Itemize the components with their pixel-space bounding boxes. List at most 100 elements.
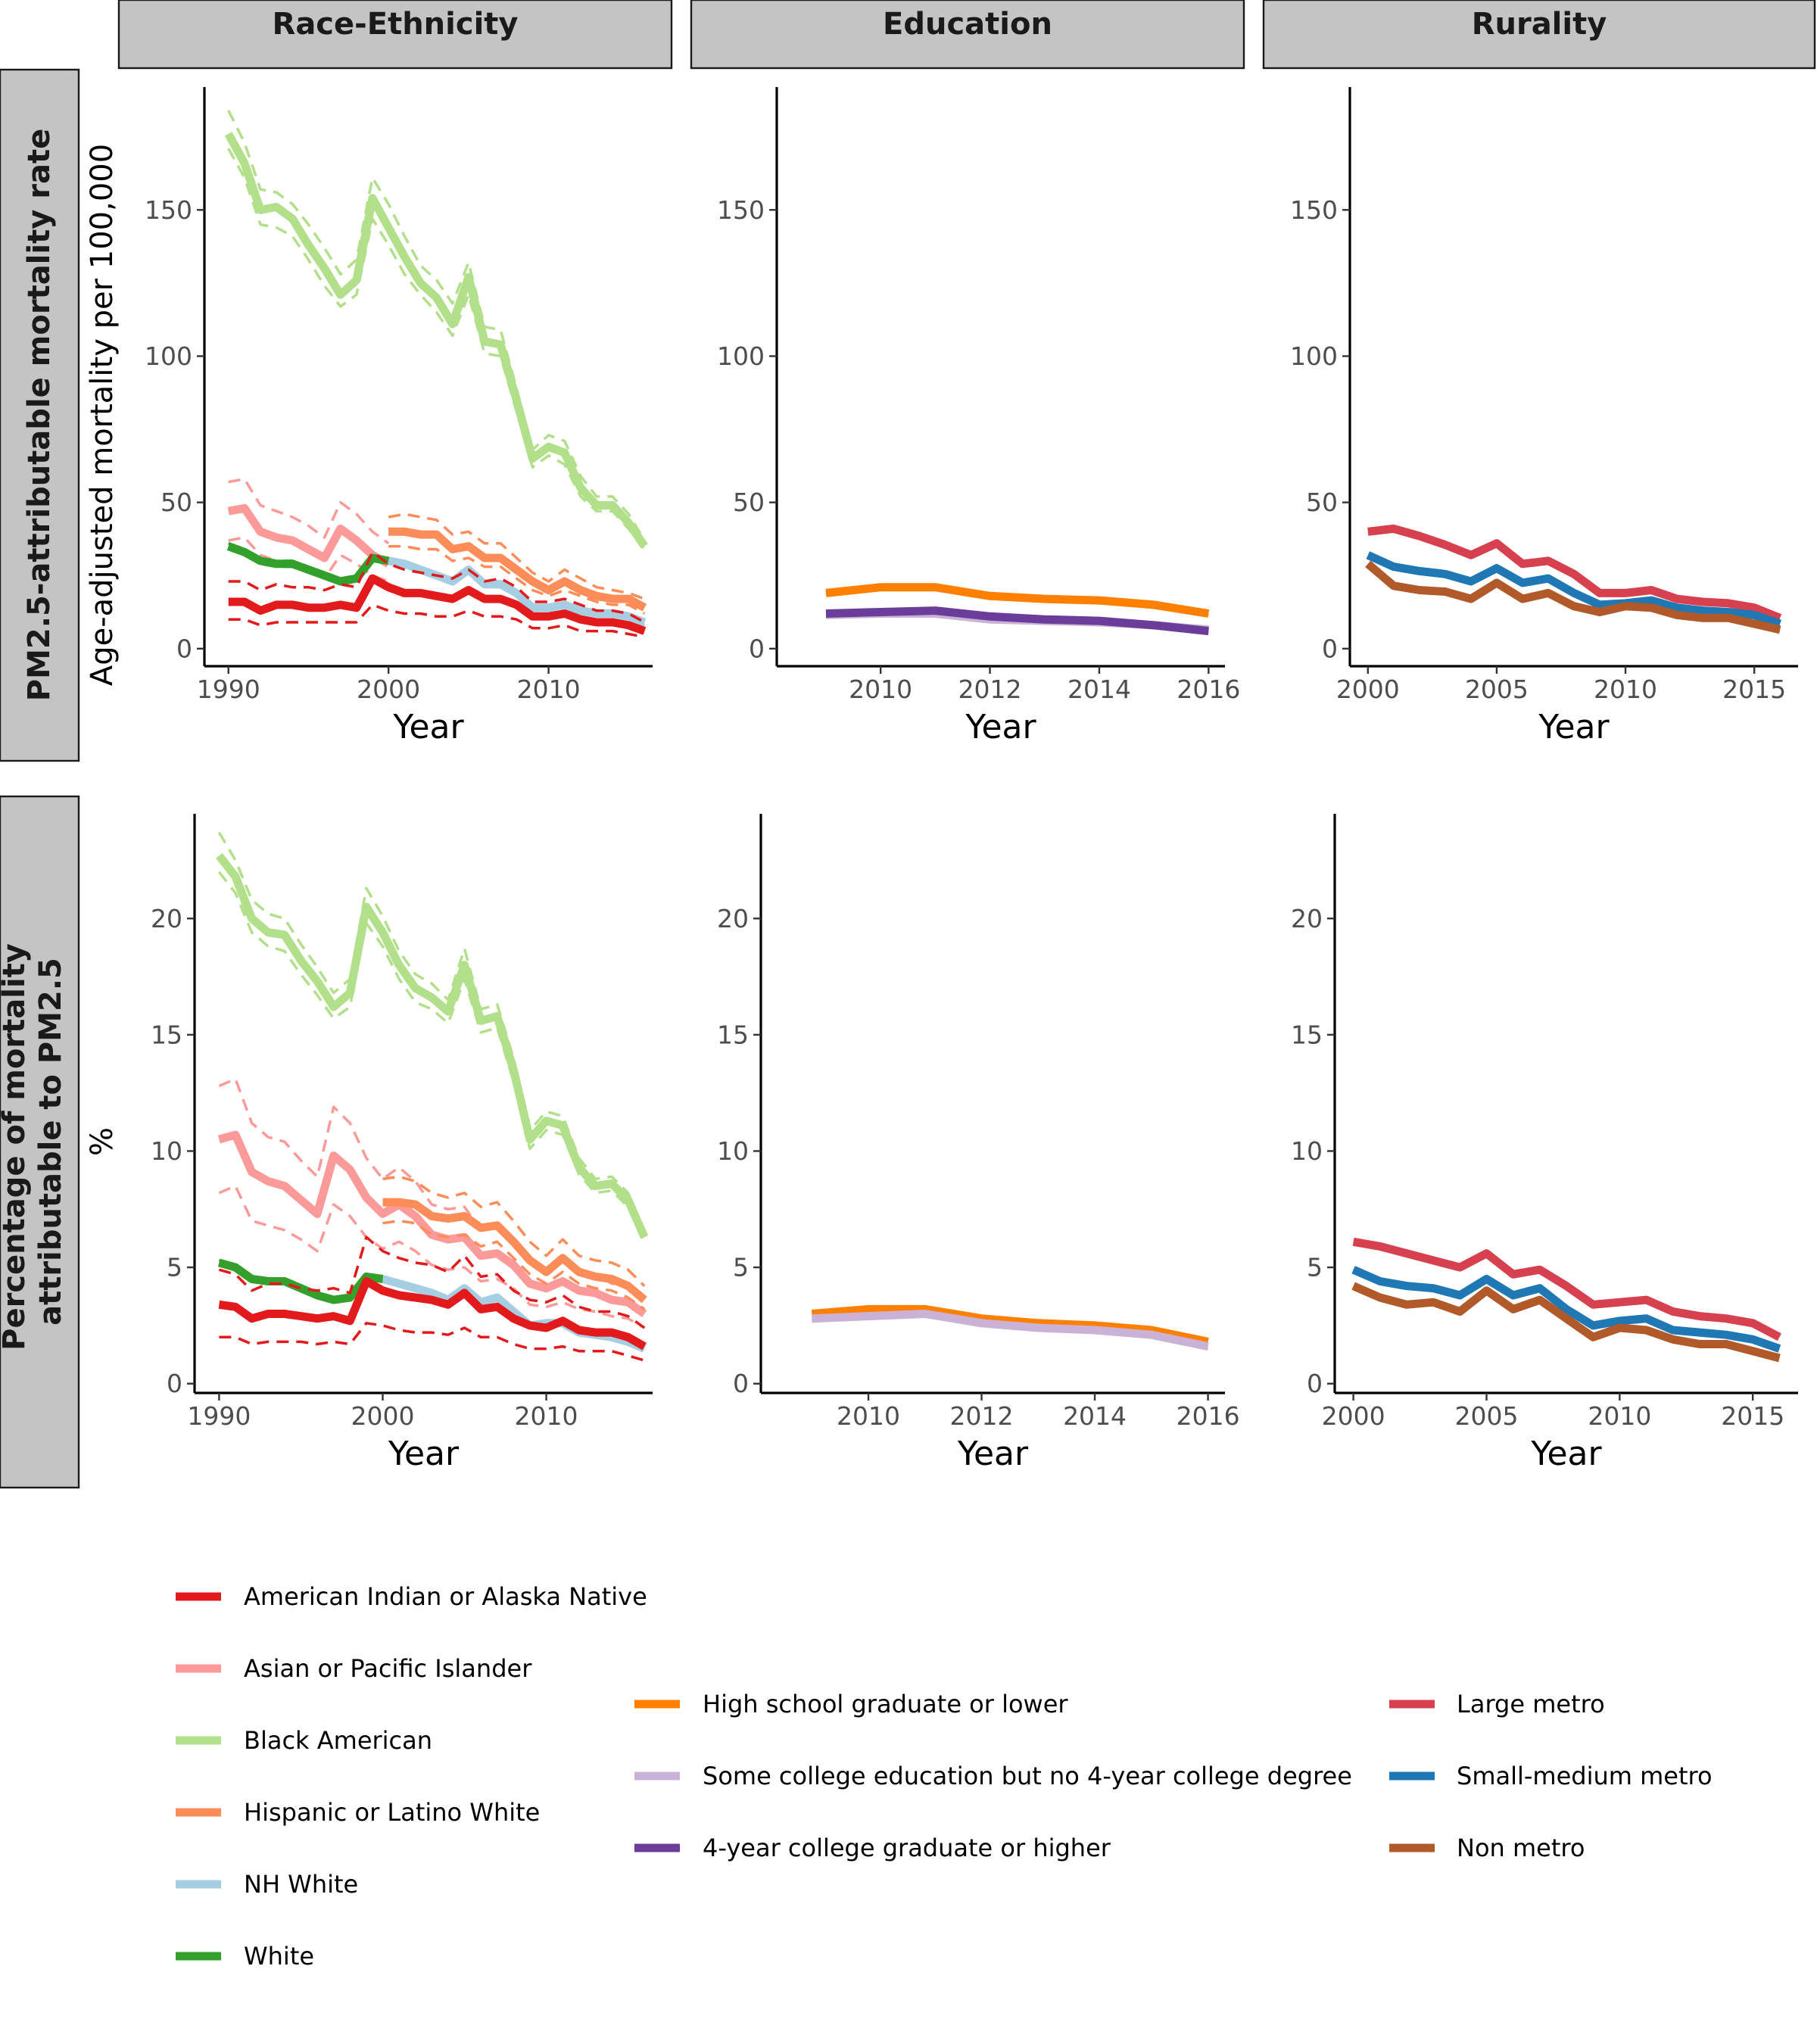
y-axis-title-percentage: %: [85, 1127, 120, 1156]
x-tick-label: 2010: [1588, 1401, 1651, 1431]
y-tick-label: 15: [717, 1020, 749, 1049]
legend-label-american-indian-or-alaska-native: American Indian or Alaska Native: [244, 1582, 647, 1611]
series-line-4-year-college-graduate-or-higher: [825, 606, 1209, 636]
x-tick-label: 2000: [357, 675, 420, 704]
ci-upper-hispanic-or-latino-white: [388, 513, 645, 600]
legend-label-nh-white: NH White: [244, 1870, 358, 1899]
legend-label-4-year-college-graduate-or-higher: 4-year college graduate or higher: [703, 1834, 1111, 1862]
x-axis-title: Year: [392, 708, 464, 746]
x-tick-label: 2010: [515, 1401, 578, 1431]
legend-label-some-college-education-but-no-4-year-college-degree: Some college education but no 4-year col…: [703, 1762, 1352, 1790]
row-strip-label-line1: Percentage of mortality: [0, 943, 32, 1351]
series-line-black-american: [224, 132, 648, 549]
y-tick-label: 150: [1290, 195, 1338, 225]
column-strip-label: Rurality: [1472, 7, 1607, 42]
x-tick-label: 2010: [849, 675, 912, 704]
series-line-small-medium-metro: [1366, 551, 1781, 628]
x-tick-label: 2014: [1063, 1401, 1127, 1431]
x-tick-label: 2000: [1322, 1401, 1385, 1431]
x-tick-label: 2016: [1177, 1401, 1240, 1431]
ci-upper-black-american: [227, 110, 646, 541]
y-tick-label: 10: [1291, 1136, 1323, 1166]
y-axis-title-rate: Age-adjusted mortality per 100,000: [85, 144, 120, 686]
series-line-nh-white: [388, 556, 647, 627]
row-strip-label: PM2.5-attributable mortality rate: [22, 129, 57, 701]
series-line-white: [226, 542, 390, 586]
series-line-non-metro: [1351, 1282, 1781, 1363]
legend-label-large-metro: Large metro: [1457, 1690, 1605, 1718]
y-tick-label: 50: [733, 488, 765, 517]
series-line-high-school-graduate-or-lower: [811, 1304, 1209, 1346]
x-axis-title: Year: [388, 1435, 460, 1473]
panel-percentage-rurality: 0 5 10 15 20 2000 2005 2010 2015 Year: [1291, 814, 1798, 1473]
y-tick-label: 10: [717, 1136, 749, 1166]
ci-upper-asian-or-pacific-islander: [228, 477, 390, 545]
x-tick-label: 2010: [837, 1401, 900, 1431]
panel-percentage-race: 0 5 10 15 20 1990 2000 2010 Year: [151, 814, 653, 1473]
column-strip-rurality: Rurality: [1262, 0, 1816, 70]
row-strip-label-line2: attributable to PM2.5: [33, 958, 68, 1326]
x-tick-label: 2016: [1177, 675, 1240, 704]
legend-label-non-metro: Non metro: [1457, 1834, 1585, 1862]
y-tick-label: 15: [1291, 1020, 1323, 1049]
legend-label-asian-or-pacific-islander: Asian or Pacific Islander: [244, 1654, 532, 1683]
series-line-american-indian-or-alaska-native: [228, 574, 647, 635]
y-tick-label: 5: [1307, 1253, 1323, 1282]
series-line-large-metro: [1367, 524, 1782, 622]
y-tick-label: 50: [161, 488, 192, 517]
y-tick-label: 20: [717, 904, 749, 933]
x-tick-label: 2005: [1465, 675, 1529, 704]
x-tick-label: 2015: [1722, 675, 1786, 704]
y-tick-label: 50: [1306, 488, 1338, 517]
series-line-large-metro: [1352, 1237, 1781, 1341]
column-strip-race: Race-Ethnicity: [117, 0, 673, 70]
legend-label-black-american: Black American: [244, 1726, 432, 1755]
legend-label-high-school-graduate-or-lower: High school graduate or lower: [703, 1690, 1068, 1718]
y-tick-label: 5: [167, 1253, 182, 1282]
y-tick-label: 100: [717, 341, 765, 371]
legend-label-white: White: [244, 1942, 314, 1971]
ci-lower-american-indian-or-alaska-native: [228, 603, 645, 639]
ci-lower-hispanic-or-latino-white: [382, 1219, 646, 1310]
column-strip-label: Education: [883, 7, 1052, 42]
x-tick-label: 2010: [517, 675, 581, 704]
legend-label-small-medium-metro: Small-medium metro: [1457, 1762, 1713, 1790]
y-tick-label: 20: [151, 904, 182, 933]
x-tick-label: 2005: [1454, 1401, 1518, 1431]
x-tick-label: 2012: [950, 1401, 1014, 1431]
x-tick-label: 1990: [197, 675, 260, 704]
y-tick-label: 15: [151, 1020, 182, 1049]
panel-rate-race: 0 50 100 150 1990 2000 2010 Year: [145, 87, 653, 746]
column-strip-education: Education: [690, 0, 1245, 70]
y-tick-label: 0: [176, 634, 192, 663]
y-tick-label: 0: [733, 1369, 749, 1398]
ci-lower-hispanic-or-latino-white: [388, 544, 646, 615]
series-line-high-school-graduate-or-lower: [825, 583, 1210, 618]
panel-percentage-education: 0 5 10 15 20 2010 2012 2014 2016 Year: [717, 814, 1240, 1473]
series-line-american-indian-or-alaska-native: [218, 1277, 647, 1351]
x-tick-label: 2015: [1721, 1401, 1784, 1431]
series-line-hispanic-or-latino-white: [382, 1198, 647, 1304]
series-line-asian-or-pacific-islander: [227, 503, 391, 568]
y-tick-label: 0: [1307, 1369, 1323, 1398]
y-tick-label: 0: [1322, 634, 1338, 663]
y-tick-label: 150: [145, 195, 192, 225]
x-axis-title: Year: [965, 708, 1036, 746]
y-tick-label: 100: [145, 341, 192, 371]
x-tick-label: 2012: [958, 675, 1022, 704]
y-tick-label: 10: [151, 1136, 182, 1166]
series-line-white: [217, 1258, 384, 1304]
x-tick-label: 1990: [187, 1401, 251, 1431]
x-axis-title: Year: [1538, 708, 1610, 746]
row-strip-percentage: Percentage of mortality attributable to …: [0, 795, 80, 1489]
ci-upper-american-indian-or-alaska-native: [218, 1235, 646, 1329]
series-line-asian-or-pacific-islander: [217, 1130, 647, 1317]
ci-lower-american-indian-or-alaska-native: [219, 1322, 645, 1362]
row-strip-rate: PM2.5-attributable mortality rate: [0, 68, 80, 762]
ci-lower-asian-or-pacific-islander: [218, 1184, 646, 1329]
panel-rate-education: 0 50 100 150 2010 2012 2014 2016 Year: [717, 87, 1240, 746]
panel-rate-rurality: 0 50 100 150 2000 2005 2010 2015 Year: [1290, 87, 1798, 746]
series-line-small-medium-metro: [1351, 1266, 1781, 1353]
ci-upper-american-indian-or-alaska-native: [228, 550, 646, 624]
